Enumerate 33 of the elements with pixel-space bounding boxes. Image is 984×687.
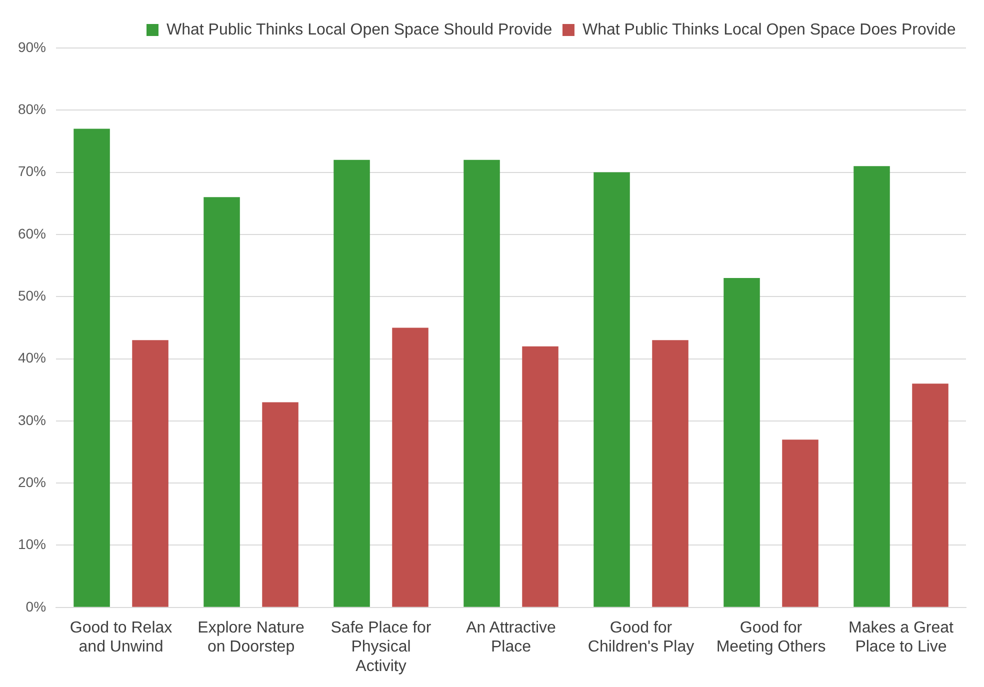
x-tick-label: Good to Relax and Unwind [70,619,172,656]
y-tick-label: 0% [26,598,46,614]
bar [854,166,890,607]
bar [522,346,558,607]
bar [74,128,110,607]
x-tick-label: Safe Place for Physical Activity [330,619,432,675]
legend-label: What Public Thinks Local Open Space Does Provide [582,21,956,38]
y-tick-label: 40% [18,350,46,366]
legend-label: What Public Thinks Local Open Space Should Provide [166,21,552,38]
x-tick-label: Explore Nature on Doorstep [198,619,304,656]
x-tick-label: Makes a Great Place to Live [848,619,954,656]
x-tick-label: An Attractive Place [466,619,556,656]
y-tick-label: 80% [18,101,46,118]
bar [594,172,630,607]
bar [782,440,818,607]
bar [262,402,298,607]
y-tick-label: 30% [18,412,46,428]
x-tick-label: Good for Meeting Others [716,619,826,656]
bar [652,340,688,607]
bar [132,340,168,607]
y-tick-label: 90% [18,38,46,55]
bar [464,160,500,607]
bar [392,328,428,607]
bar [912,384,948,607]
y-tick-label: 20% [18,474,46,490]
y-tick-label: 10% [18,536,46,552]
bar [204,197,240,607]
bar [724,278,760,607]
y-tick-label: 50% [18,287,46,304]
y-tick-label: 70% [18,163,46,180]
bar [334,160,370,607]
x-tick-label: Good for Children's Play [588,619,694,656]
y-tick-label: 60% [18,225,46,242]
